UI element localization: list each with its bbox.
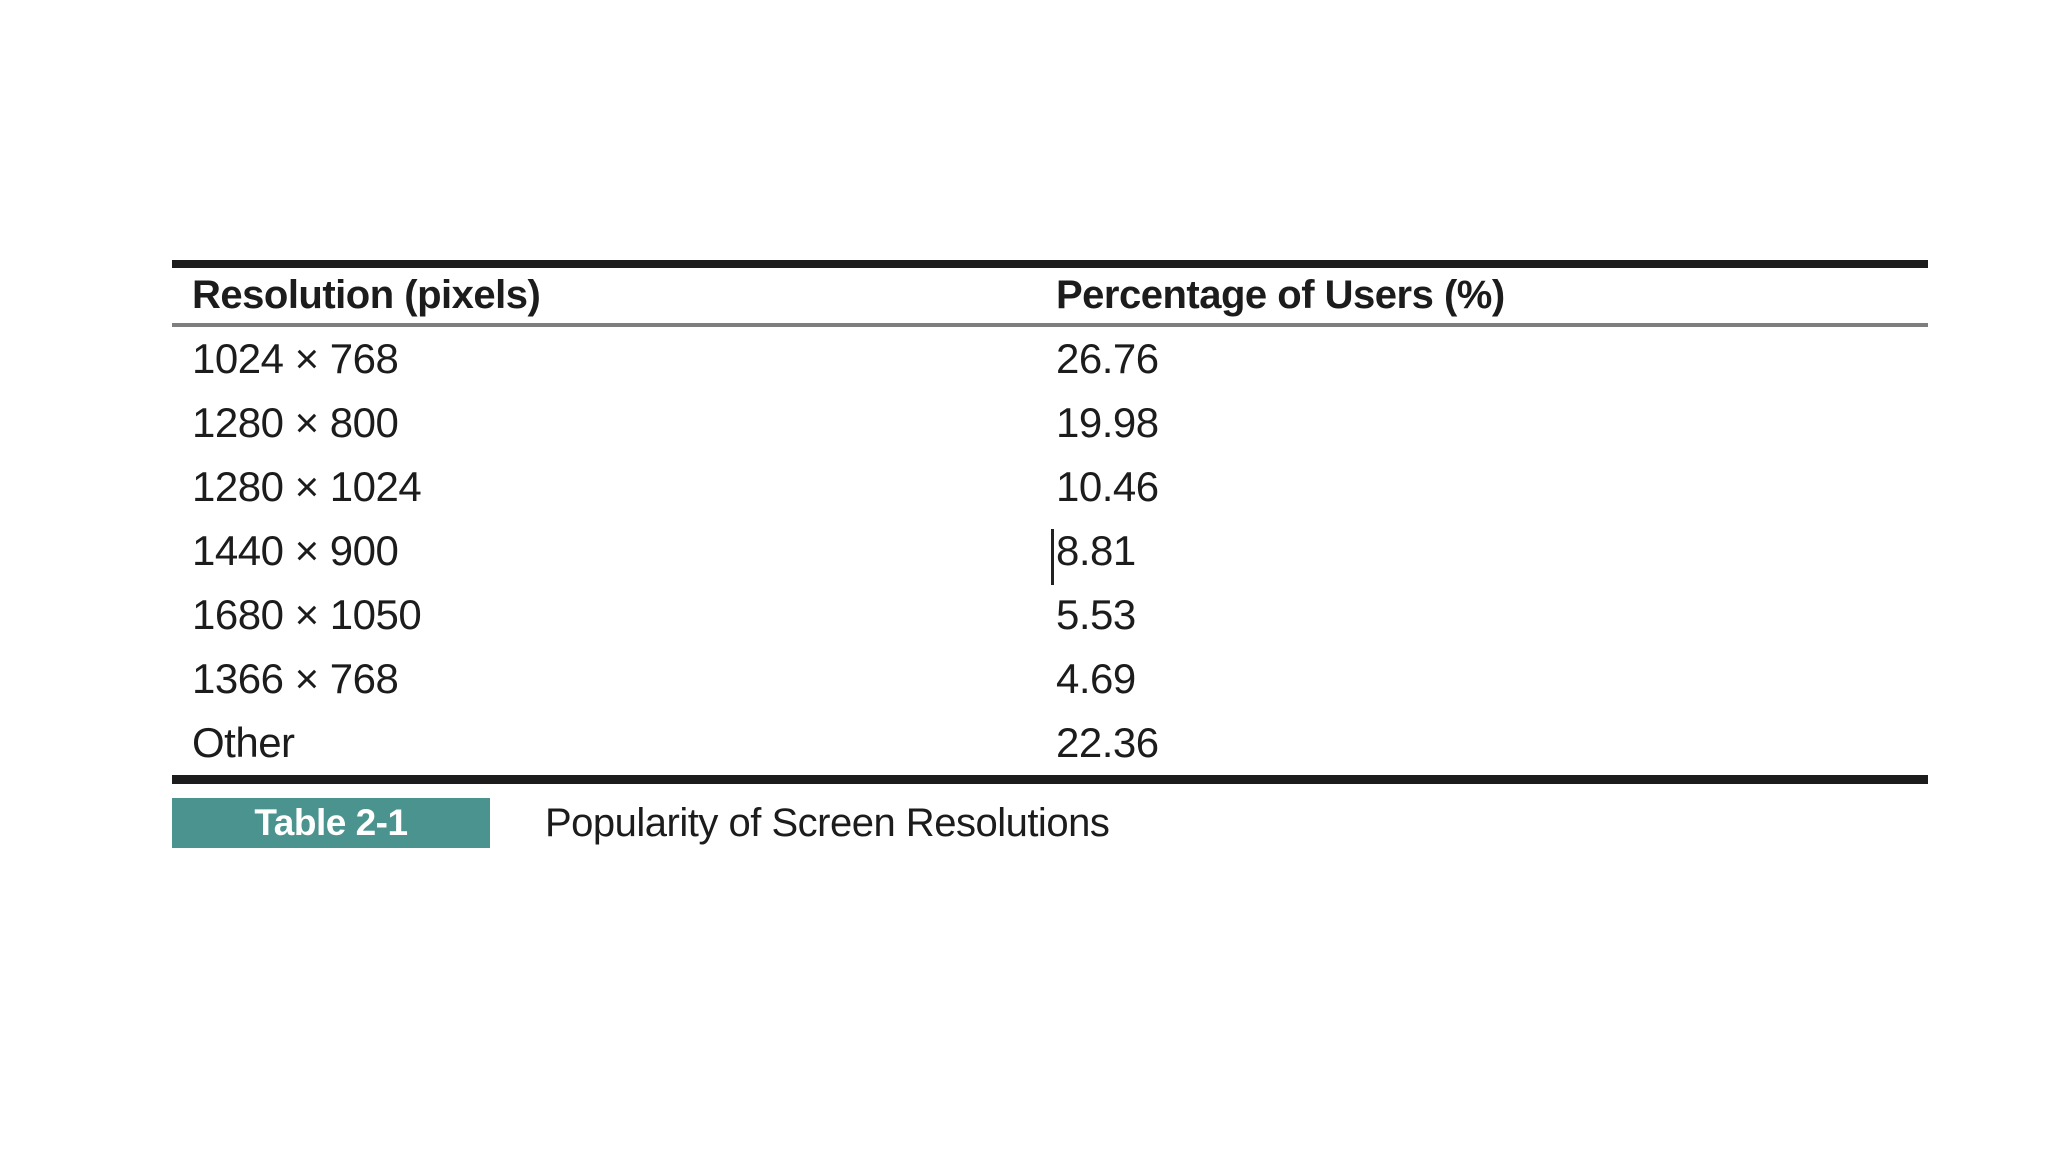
table-row: 1680 × 1050 5.53 bbox=[172, 583, 1928, 647]
resolution-value: 1366 × 768 bbox=[192, 655, 399, 702]
percentage-value: 22.36 bbox=[1056, 719, 1159, 766]
percentage-cell: 19.98 bbox=[1056, 399, 1928, 447]
table-row: 1024 × 768 26.76 bbox=[172, 327, 1928, 391]
resolution-value: 1280 × 800 bbox=[192, 399, 399, 446]
column-header-resolution-label: Resolution (pixels) bbox=[192, 273, 541, 317]
resolution-value: 1440 × 900 bbox=[192, 527, 399, 574]
percentage-value: 26.76 bbox=[1056, 335, 1159, 382]
percentage-cell: 10.46 bbox=[1056, 463, 1928, 511]
column-header-percentage-label: Percentage of Users (%) bbox=[1056, 273, 1505, 317]
table-row: Other 22.36 bbox=[172, 711, 1928, 775]
resolution-cell: 1440 × 900 bbox=[172, 527, 1056, 575]
resolution-cell: 1280 × 800 bbox=[172, 399, 1056, 447]
percentage-cell: 8.81 bbox=[1056, 527, 1928, 575]
table-row: 1440 × 900 8.81 bbox=[172, 519, 1928, 583]
percentage-value: 10.46 bbox=[1056, 463, 1159, 510]
resolution-value: Other bbox=[192, 719, 295, 766]
table-row: 1280 × 800 19.98 bbox=[172, 391, 1928, 455]
percentage-value: 5.53 bbox=[1056, 591, 1136, 638]
resolution-cell: 1366 × 768 bbox=[172, 655, 1056, 703]
table-caption-badge: Table 2-1 bbox=[172, 798, 490, 848]
percentage-cell: 4.69 bbox=[1056, 655, 1928, 703]
percentage-cell: 26.76 bbox=[1056, 335, 1928, 383]
table-caption-text: Popularity of Screen Resolutions bbox=[545, 800, 1110, 846]
percentage-cell: 22.36 bbox=[1056, 719, 1928, 767]
column-header-resolution: Resolution (pixels) bbox=[172, 273, 1056, 318]
percentage-value: 4.69 bbox=[1056, 655, 1136, 702]
column-header-percentage: Percentage of Users (%) bbox=[1056, 273, 1928, 318]
table-bottom-border bbox=[172, 775, 1928, 784]
resolution-value: 1024 × 768 bbox=[192, 335, 399, 382]
text-cursor-caret bbox=[1051, 529, 1054, 585]
percentage-cell: 5.53 bbox=[1056, 591, 1928, 639]
resolution-cell: 1024 × 768 bbox=[172, 335, 1056, 383]
resolution-cell: 1280 × 1024 bbox=[172, 463, 1056, 511]
percentage-value: 19.98 bbox=[1056, 399, 1159, 446]
table-top-border bbox=[172, 260, 1928, 268]
resolution-cell: Other bbox=[172, 719, 1056, 767]
table-row: 1280 × 1024 10.46 bbox=[172, 455, 1928, 519]
resolution-cell: 1680 × 1050 bbox=[172, 591, 1056, 639]
resolution-value: 1280 × 1024 bbox=[192, 463, 422, 510]
table-header-row: Resolution (pixels) Percentage of Users … bbox=[172, 268, 1928, 323]
table-row: 1366 × 768 4.69 bbox=[172, 647, 1928, 711]
table-caption: Table 2-1 Popularity of Screen Resolutio… bbox=[172, 798, 1110, 848]
table-caption-badge-label: Table 2-1 bbox=[254, 802, 408, 843]
table-body: 1024 × 768 26.76 1280 × 800 19.98 1280 × 102… bbox=[172, 327, 1928, 775]
header-separator-line bbox=[172, 323, 1928, 327]
table-caption-text-label: Popularity of Screen Resolutions bbox=[545, 800, 1110, 845]
screen-resolution-table: Resolution (pixels) Percentage of Users … bbox=[172, 260, 1928, 784]
resolution-value: 1680 × 1050 bbox=[192, 591, 422, 638]
percentage-value: 8.81 bbox=[1056, 527, 1136, 574]
